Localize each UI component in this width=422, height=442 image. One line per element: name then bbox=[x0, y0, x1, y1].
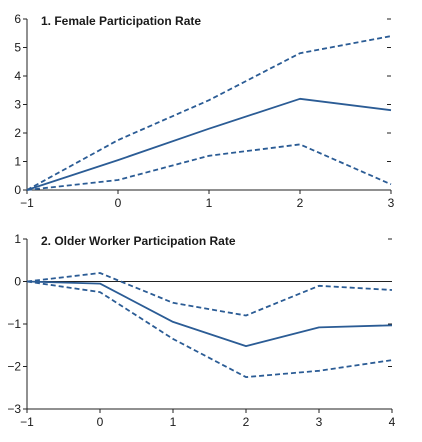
x-tick-label: −1 bbox=[20, 196, 34, 210]
y-tick-label: 3 bbox=[14, 98, 21, 112]
x-tick-label: 0 bbox=[115, 196, 122, 210]
series-line-lower bbox=[26, 280, 393, 379]
y-tick-label: −1 bbox=[7, 317, 21, 331]
series-line-upper bbox=[26, 272, 393, 317]
y-tick-label: 1 bbox=[14, 232, 21, 246]
y-tick-label: 1 bbox=[14, 155, 21, 169]
x-tick-label: 0 bbox=[97, 415, 104, 429]
x-tick-label: −1 bbox=[20, 415, 34, 429]
x-tick-label: 3 bbox=[388, 196, 395, 210]
panel-title: 2. Older Worker Participation Rate bbox=[41, 234, 236, 248]
panel-older-worker-participation: 2. Older Worker Participation Rate −3 −2 −… bbox=[7, 232, 395, 429]
y-tick-label: 6 bbox=[14, 12, 21, 26]
x-tick-label: 3 bbox=[316, 415, 323, 429]
x-tick-label: 4 bbox=[389, 415, 396, 429]
x-tick-label: 1 bbox=[206, 196, 213, 210]
y-tick-label: −2 bbox=[7, 360, 21, 374]
y-tick-label: −3 bbox=[7, 402, 21, 416]
series-line-lower bbox=[26, 143, 392, 191]
y-tick-label: 2 bbox=[14, 126, 21, 140]
panel-title: 1. Female Participation Rate bbox=[41, 14, 201, 28]
y-tick-label: 5 bbox=[14, 41, 21, 55]
series-line-estimate bbox=[26, 280, 393, 348]
x-tick-label: 2 bbox=[243, 415, 250, 429]
series-line-estimate bbox=[26, 97, 392, 191]
x-tick-label: 2 bbox=[297, 196, 304, 210]
y-tick-label: 0 bbox=[14, 183, 21, 197]
y-tick-label: 0 bbox=[14, 275, 21, 289]
series-line-upper bbox=[26, 35, 392, 191]
y-tick-label: 4 bbox=[14, 69, 21, 83]
x-tick-label: 1 bbox=[170, 415, 177, 429]
